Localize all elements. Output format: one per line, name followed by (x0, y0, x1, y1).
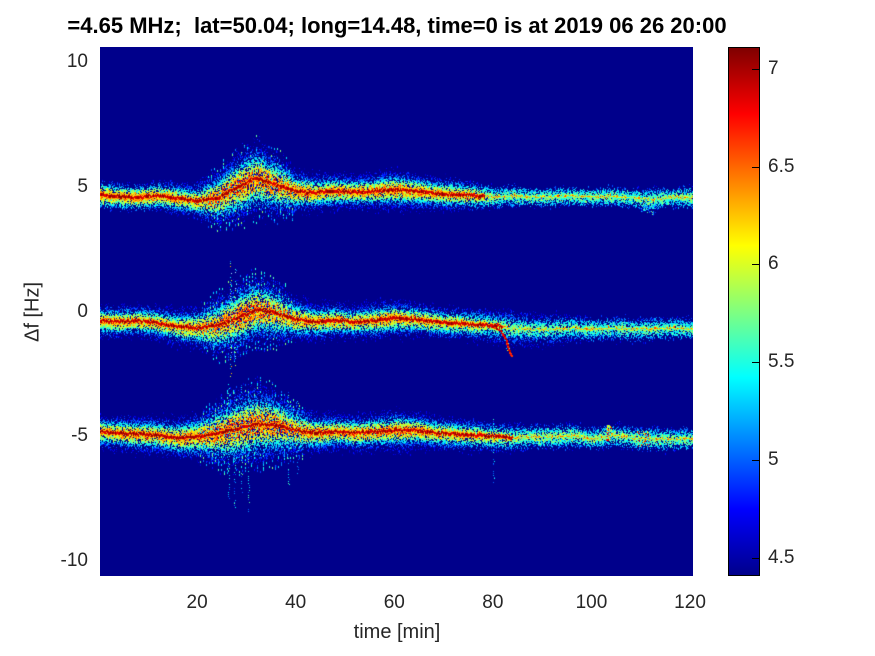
colorbar-tick-label: 7 (768, 57, 779, 79)
x-tick-label: 100 (575, 592, 608, 613)
y-tick-label: 10 (66, 50, 88, 72)
x-tick-label: 40 (285, 592, 307, 613)
colorbar-tick-label: 6.5 (768, 155, 795, 177)
colorbar-tick-mark (752, 558, 759, 559)
colorbar-tick-mark (752, 264, 759, 265)
x-axis-label: time [min] (353, 621, 441, 643)
x-tick-label: 20 (186, 592, 208, 613)
y-tick-label: 0 (77, 300, 88, 322)
x-tick-label: 60 (383, 592, 405, 613)
colorbar-tick-label: 5 (768, 449, 779, 471)
spectrogram-plot-area (100, 47, 693, 576)
colorbar-tick-mark (752, 460, 759, 461)
x-tick-label: 80 (482, 592, 504, 613)
colorbar (728, 47, 760, 576)
colorbar-tick-label: 4.5 (768, 547, 795, 569)
y-tick-label: -5 (71, 425, 88, 447)
y-tick-label: -10 (60, 550, 88, 572)
colorbar-tick-mark (752, 167, 759, 168)
colorbar-tick-label: 5.5 (768, 351, 795, 373)
x-tick-label: 120 (674, 592, 706, 613)
colorbar-tick-label: 6 (768, 253, 779, 275)
colorbar-tick-mark (752, 69, 759, 70)
plot-title: =4.65 MHz; lat=50.04; long=14.48, time=0… (67, 13, 727, 38)
y-tick-label: 5 (77, 175, 88, 197)
colorbar-tick-mark (752, 362, 759, 363)
